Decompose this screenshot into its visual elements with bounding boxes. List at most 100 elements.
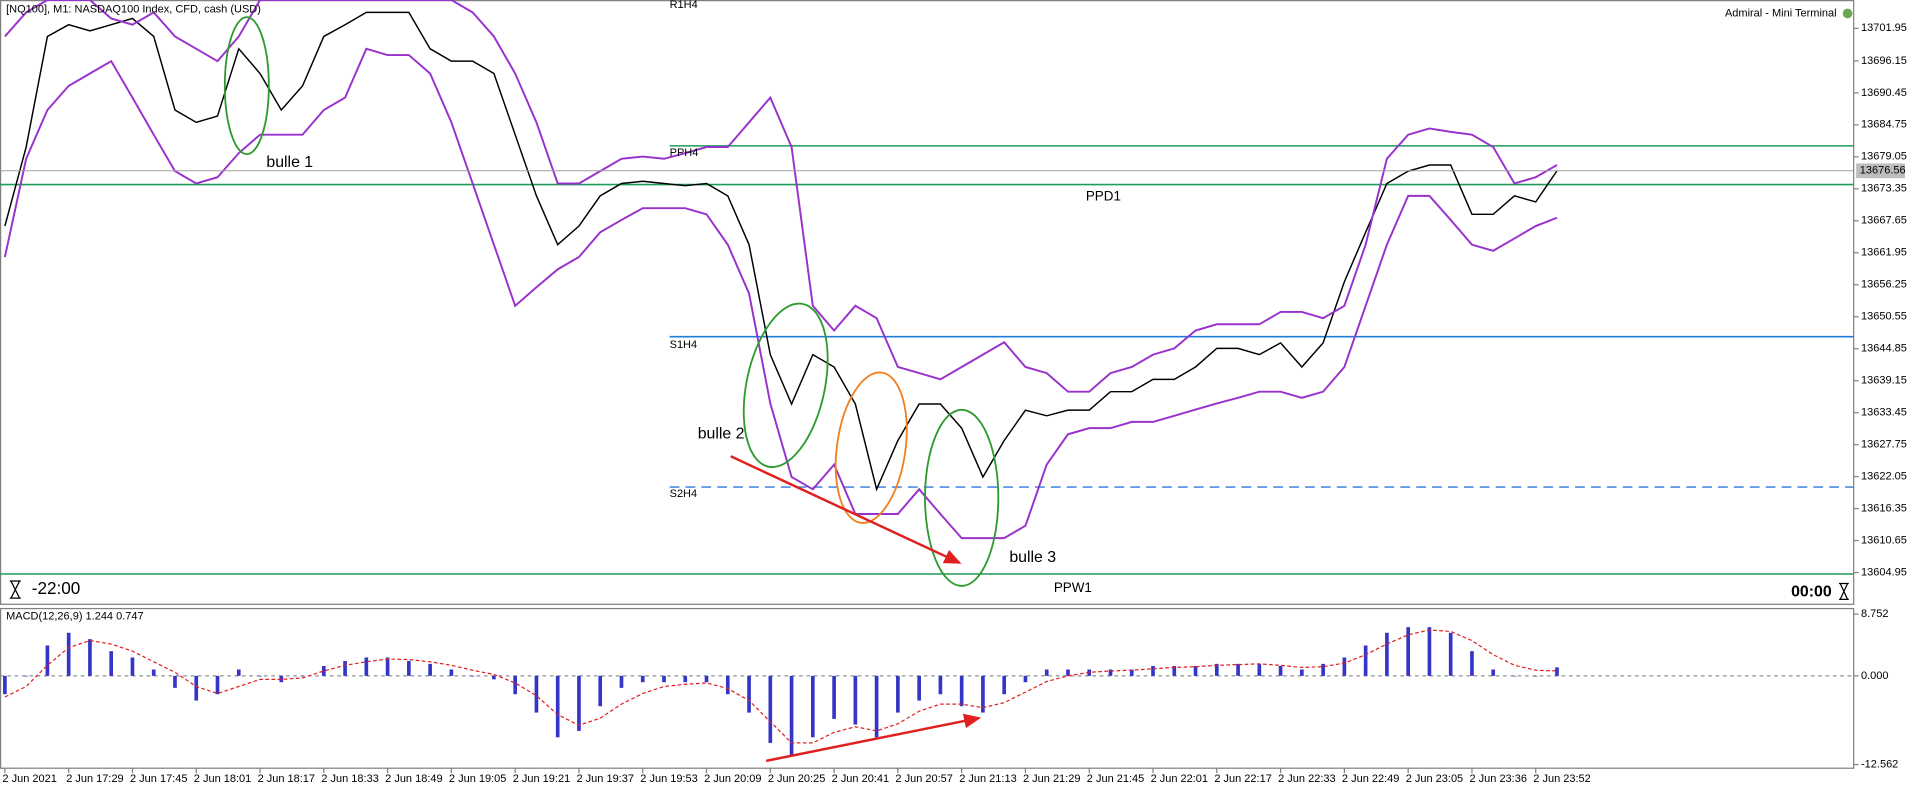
x-tick-label: 2 Jun 18:33	[321, 773, 378, 785]
level-label: PPD1	[1086, 188, 1121, 203]
level-label: R1H4	[670, 0, 698, 11]
arrow	[765, 713, 982, 763]
x-tick-label: 2 Jun 19:37	[577, 773, 634, 785]
x-tick-label: 2 Jun 21:13	[959, 773, 1016, 785]
x-tick-label: 2 Jun 19:21	[513, 773, 570, 785]
x-tick-label: 2 Jun 23:05	[1406, 773, 1463, 785]
macd-bar	[938, 675, 943, 695]
macd-bar	[1363, 645, 1368, 676]
annotation: bulle 3	[1009, 549, 1056, 566]
macd-bar	[1555, 667, 1559, 676]
y-tick-label: 13633.45	[1861, 407, 1907, 419]
macd-bar	[1470, 651, 1474, 676]
macd-bar	[300, 675, 305, 677]
macd-bar	[236, 669, 241, 676]
macd-bar	[598, 675, 603, 707]
macd-bar	[1533, 675, 1538, 677]
x-tick-label: 2 Jun 19:53	[640, 773, 697, 785]
x-tick-label: 2 Jun 20:25	[768, 773, 825, 785]
macd-bar	[577, 675, 581, 731]
macd-bar	[1385, 632, 1389, 676]
x-tick-label: 2 Jun 20:57	[895, 773, 952, 785]
macd-bar	[853, 675, 858, 725]
macd-bar	[1066, 669, 1070, 676]
macd-bar	[981, 675, 985, 713]
macd-bar	[1257, 663, 1262, 676]
price-line	[4, 11, 1558, 492]
price-panel-frame	[0, 0, 1855, 605]
y-tick-label: 13639.15	[1861, 375, 1907, 387]
macd-bar	[1321, 663, 1325, 676]
x-tick-label: 2 Jun 22:49	[1342, 773, 1399, 785]
macd-bar	[130, 657, 135, 676]
x-tick-label: 2 Jun 21:45	[1087, 773, 1144, 785]
current-price-box	[1856, 163, 1906, 179]
annotation: bulle 2	[698, 425, 745, 442]
macd-bar	[1108, 669, 1113, 676]
macd-bar	[1448, 632, 1453, 676]
hourglass-icon	[9, 580, 1849, 601]
macd-bar	[1129, 669, 1134, 676]
macd-bar	[811, 675, 815, 738]
y-tick-label: 13656.25	[1861, 279, 1907, 291]
x-tick-label: 2 Jun 18:49	[385, 773, 442, 785]
macd-bar	[258, 675, 262, 677]
macd-bar	[3, 675, 7, 695]
macd-bar	[662, 675, 666, 683]
y-tick-label: 13701.95	[1861, 22, 1907, 34]
x-tick-label: 2 Jun 23:36	[1470, 773, 1527, 785]
macd-bar	[343, 661, 347, 676]
y-tick-label: 13622.05	[1861, 471, 1907, 483]
macd-bar	[1023, 675, 1028, 683]
macd-bar	[407, 661, 411, 676]
x-tick-label: 2 Jun 23:52	[1533, 773, 1590, 785]
y-tick-label: -12.562	[1861, 758, 1898, 770]
macd-bar	[449, 669, 454, 676]
macd-bar	[151, 669, 156, 676]
macd-panel-frame	[0, 607, 1855, 769]
macd-bar	[109, 651, 114, 676]
macd-bar	[1300, 669, 1304, 676]
macd-bar	[534, 675, 539, 713]
macd-bar	[640, 675, 645, 683]
x-tick-label: 2 Jun 2021	[2, 773, 56, 785]
ellipse	[223, 16, 270, 156]
macd-bar	[1044, 669, 1049, 676]
current-price-label: 13676.56	[1860, 165, 1906, 177]
x-tick-label: 2 Jun 18:17	[258, 773, 315, 785]
macd-bar	[194, 675, 199, 701]
macd-bar	[279, 675, 284, 683]
macd-bar	[555, 675, 560, 738]
terminal-label: Admiral - Mini Terminal	[1725, 7, 1837, 19]
y-tick-label: 13684.75	[1861, 119, 1907, 131]
macd-bar	[1491, 669, 1496, 676]
ellipse	[742, 302, 829, 469]
terminal-icon	[1842, 8, 1853, 19]
macd-bar	[917, 675, 921, 701]
macd-bar	[1002, 675, 1007, 695]
x-tick-label: 2 Jun 18:01	[194, 773, 251, 785]
y-tick-label: 13644.85	[1861, 343, 1907, 355]
macd-bar	[513, 675, 518, 695]
x-tick-label: 2 Jun 17:45	[130, 773, 187, 785]
macd-bar	[385, 657, 390, 676]
macd-bar	[704, 675, 709, 683]
macd-label: MACD(12,26,9) 1.244 0.747	[6, 610, 144, 622]
macd-bar	[173, 675, 177, 688]
level-label: PPH4	[670, 147, 699, 159]
band-line	[3, 47, 1558, 540]
macd-bar	[619, 675, 624, 688]
x-tick-label: 2 Jun 21:29	[1023, 773, 1080, 785]
macd-bar	[725, 675, 730, 695]
macd-bar	[896, 675, 900, 713]
macd-bar	[1236, 663, 1240, 676]
y-tick-label: 13667.65	[1861, 215, 1907, 227]
y-tick-label: 0.000	[1861, 670, 1889, 682]
macd-bar	[1278, 665, 1283, 676]
macd-bar	[683, 675, 688, 683]
y-tick-label: 8.752	[1861, 608, 1889, 620]
x-tick-label: 2 Jun 19:05	[449, 773, 506, 785]
macd-bar	[1151, 665, 1155, 676]
macd-bar	[1406, 627, 1410, 676]
